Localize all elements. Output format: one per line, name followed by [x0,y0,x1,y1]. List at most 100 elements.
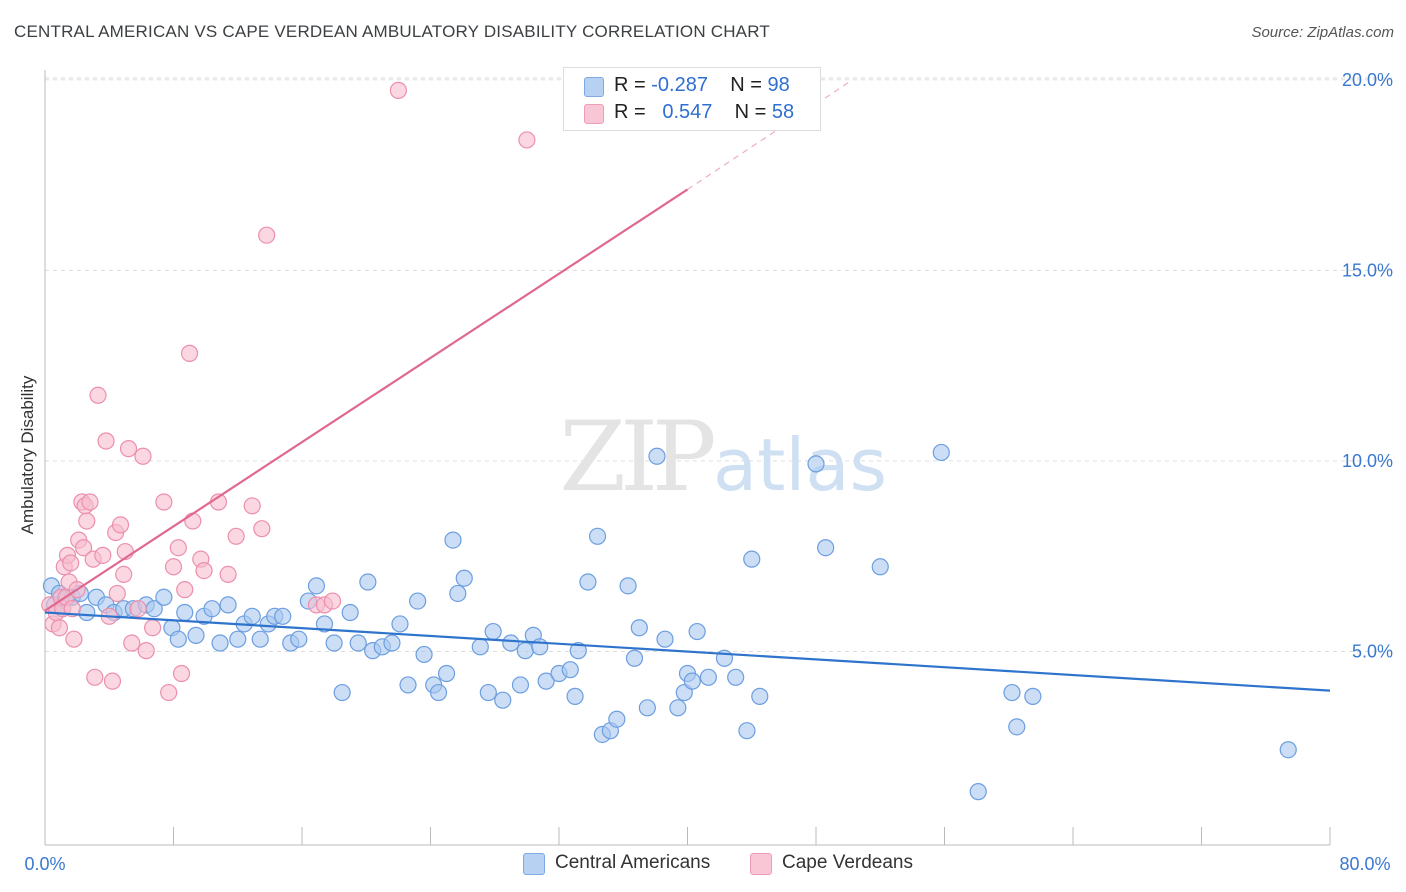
central-american-point [415,645,433,664]
cape-verdean-point [195,561,213,580]
legend-r-label: R = [614,101,652,123]
central-american-point [683,672,701,690]
central-american-point [325,634,343,652]
central-american-point [638,699,656,717]
central-american-point [169,630,187,648]
bottom-legend-label: Central Americans [555,852,711,873]
cape-verdean-point [184,512,202,530]
axes [44,70,1331,846]
central-american-point [333,683,351,702]
central-american-point [444,531,462,549]
central-american-point [274,607,292,625]
legend-n-label: N = [734,101,772,123]
bottom-legend-swatch-blue [523,853,545,875]
cape-verdean-point [155,493,173,511]
central-american-point [229,630,247,648]
central-american-point [307,577,326,595]
central-american-point [203,600,221,618]
cape-verdean-point [65,630,83,648]
central-american-point [807,455,825,473]
cape-verdean-point [108,584,126,603]
cape-verdean-point [160,683,178,702]
central-american-point [449,584,467,603]
central-american-point [932,443,950,462]
trend-lines [44,82,1331,692]
cape-verdean-point [119,440,138,458]
central-american-trendline [44,611,1331,692]
central-american-point [251,630,269,648]
watermark-atlas: atlas [713,423,887,507]
cape-verdean-point [258,226,276,244]
source-label: Source: ZipAtlas.com [1251,24,1394,41]
central-american-point [619,577,637,595]
cape-verdean-trendline [44,188,689,612]
cape-verdean-point [243,497,261,515]
central-american-point [187,626,205,644]
legend-r-label: R = [614,74,652,96]
central-american-point [315,615,334,633]
legend-swatch-pink [584,104,604,124]
cape-verdean-point [62,554,80,572]
legend-n-value: 98 [767,74,790,96]
central-american-point [871,558,889,576]
cape-verdean-point [50,619,69,637]
central-american-point [751,687,769,705]
central-american-point [738,722,756,740]
cape-verdean-point [389,81,407,99]
central-american-point [511,676,530,694]
central-american-point [688,622,706,641]
y-tick-label: 15.0% [1342,260,1393,280]
cape-verdean-point [323,592,342,610]
cape-verdean-point [86,668,104,686]
central-american-point [471,638,489,656]
cape-verdean-point [172,664,191,683]
cape-verdean-point [111,516,130,534]
cape-verdean-point [129,600,147,618]
central-american-point [566,687,584,705]
central-american-point [969,783,987,801]
legend-n-label: N = [730,74,768,96]
cape-verdean-point [74,539,93,557]
central-american-point [391,615,409,633]
cape-verdean-point [180,344,199,362]
cape-verdean-point [164,558,183,576]
cape-verdean-point [94,546,112,564]
cape-verdean-point [253,520,271,538]
central-american-point [494,691,512,709]
central-american-point [1024,687,1042,705]
cape-verdean-point [97,432,115,450]
central-american-point [484,622,502,641]
central-american-point [155,588,173,606]
legend-n-value: 58 [771,101,795,123]
cape-verdean-point [227,527,245,545]
x-tick-label: 80.0% [1339,854,1390,874]
cape-verdean-point [115,565,133,584]
central-american-point [516,642,534,660]
central-american-point [1279,741,1297,759]
cape-verdean-point [219,565,237,584]
watermark-zip: ZIP [559,401,714,513]
chart-title: CENTRAL AMERICAN VS CAPE VERDEAN AMBULAT… [14,22,770,41]
legend-r-value: 0.547 [662,101,713,123]
central-american-point [211,634,229,652]
central-american-point [669,699,687,717]
cape-verdean-point [518,131,536,149]
cape-verdean-point [89,386,107,404]
watermark: ZIP atlas [559,401,887,513]
x-tick-label: 0.0% [24,854,65,874]
cape-verdean-point [169,539,187,557]
legend-swatch-blue [584,77,604,97]
central-american-point [359,573,377,591]
correlation-legend: R = -0.287 N = 98 R = 0.547 N = 58 [563,67,821,131]
cape-verdean-point [78,512,96,530]
central-american-point [479,683,497,702]
tick-labels: 5.0% 10.0% 15.0% 20.0% 0.0% 80.0% [24,70,1393,874]
central-american-point [537,672,555,690]
central-american-point [341,603,359,622]
cape-verdean-point [123,634,141,652]
bottom-legend-label: Cape Verdeans [782,852,913,873]
central-american-point [699,668,717,686]
central-american-point [608,710,626,728]
y-tick-label: 10.0% [1342,451,1393,471]
